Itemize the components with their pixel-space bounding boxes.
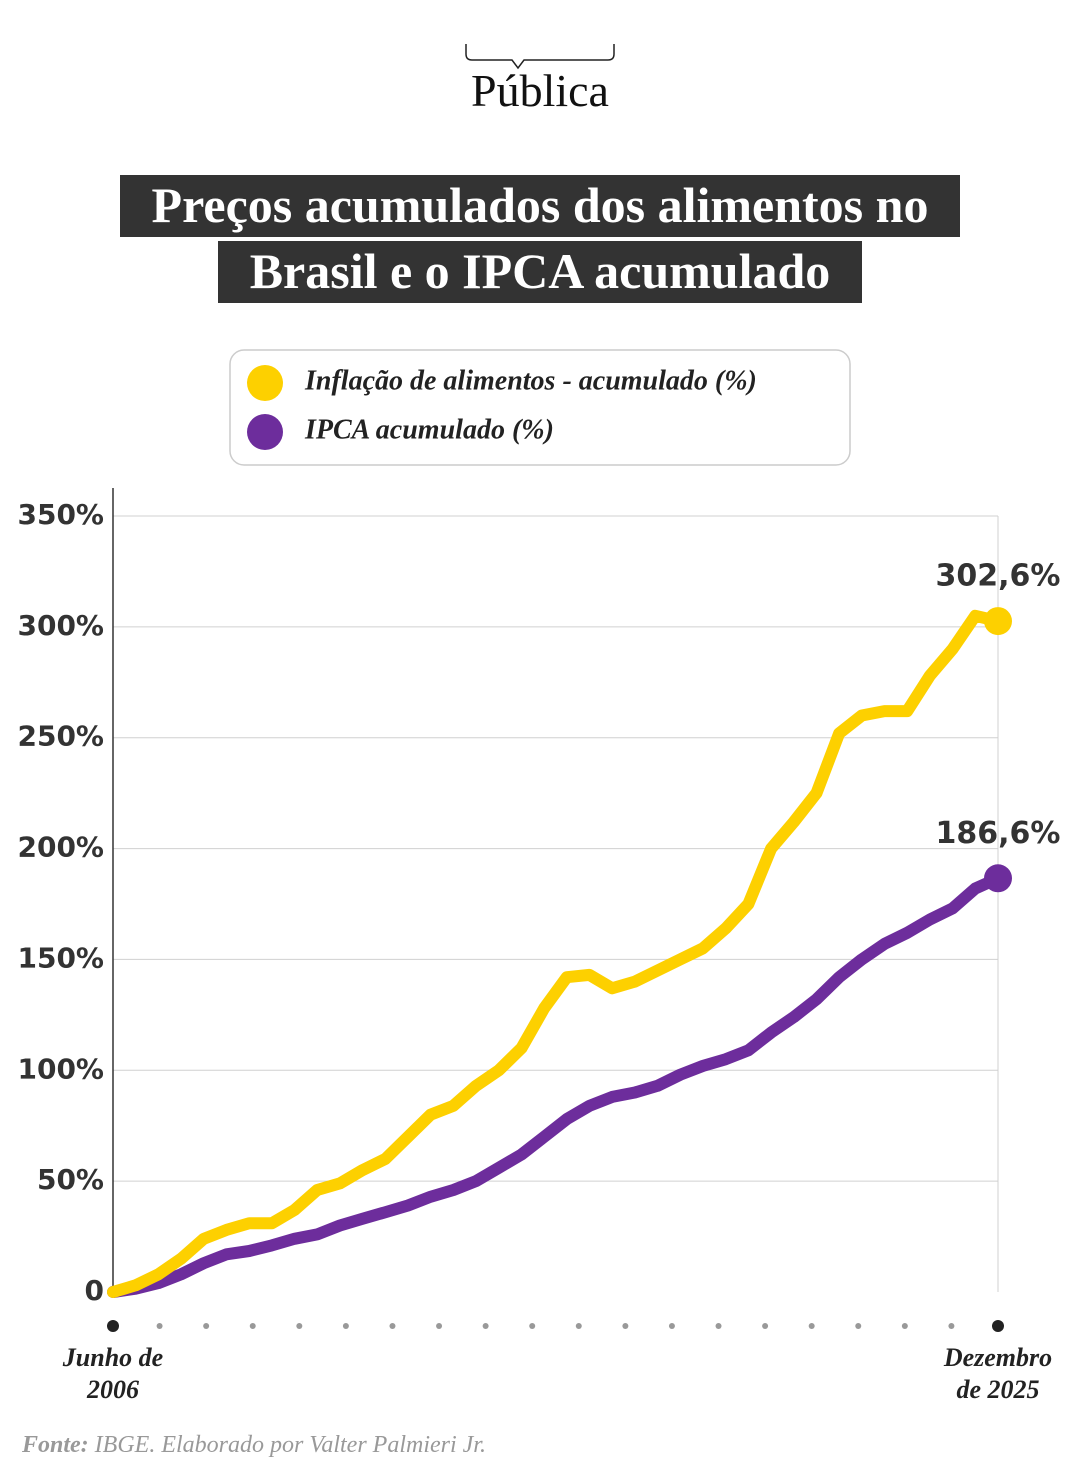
axis-dot bbox=[389, 1323, 396, 1329]
axis-dot bbox=[156, 1323, 163, 1329]
y-tick-label: 50% bbox=[37, 1163, 104, 1196]
title-box: Preços acumulados dos alimentos no Brasi… bbox=[90, 172, 990, 304]
legend-box bbox=[229, 349, 851, 466]
axis-dot bbox=[948, 1323, 955, 1329]
axis-dot bbox=[249, 1323, 256, 1329]
line bbox=[107, 872, 1004, 1298]
source-text: IBGE. Elaborado por Valter Palmieri Jr. bbox=[94, 1432, 486, 1458]
axis-dot bbox=[436, 1323, 443, 1329]
line bbox=[107, 609, 1004, 1298]
y-tick-label: 200% bbox=[17, 831, 104, 864]
axis-dot bbox=[575, 1323, 582, 1329]
axis-dot bbox=[901, 1323, 908, 1329]
axis-dot bbox=[808, 1323, 815, 1329]
x-tick-label: Dezembro de 2025 bbox=[943, 1343, 1053, 1404]
x-tick-label: Junho de 2006 bbox=[62, 1343, 164, 1404]
y-tick-label: 100% bbox=[17, 1052, 104, 1085]
logo-bracket bbox=[465, 44, 615, 70]
y-tick-label: 150% bbox=[17, 941, 104, 974]
axis-dot bbox=[529, 1323, 536, 1329]
y-tick-label: 0 bbox=[85, 1274, 104, 1307]
legend-label: Inflação de alimentos - acumulado (%) bbox=[304, 365, 757, 396]
value-label: 186,6% bbox=[936, 816, 1061, 851]
axis-dot bbox=[342, 1323, 349, 1329]
chart-title: Preços acumulados dos alimentos no Brasi… bbox=[119, 175, 961, 303]
y-tick-label: 300% bbox=[17, 609, 104, 642]
axis-dot bbox=[622, 1323, 629, 1329]
axis-dot bbox=[203, 1323, 210, 1329]
axis-dot bbox=[715, 1323, 722, 1329]
axis-dot bbox=[107, 1320, 119, 1332]
legend-marker bbox=[247, 365, 283, 401]
axis-dot bbox=[668, 1323, 675, 1329]
axis-dot bbox=[762, 1323, 769, 1329]
source: Fonte: IBGE. Elaborado por Valter Palmie… bbox=[21, 1432, 486, 1458]
brand: Pública bbox=[471, 65, 609, 116]
end-dot bbox=[984, 864, 1012, 893]
y-tick-label: 250% bbox=[17, 720, 104, 753]
legend-marker bbox=[247, 414, 283, 450]
source-label: Fonte: bbox=[21, 1432, 89, 1458]
end-dot bbox=[984, 607, 1012, 636]
axis-dot bbox=[992, 1320, 1004, 1332]
axis-dot bbox=[482, 1323, 489, 1329]
axis-dot bbox=[855, 1323, 862, 1329]
axis-dot bbox=[296, 1323, 303, 1329]
legend-label: IPCA acumulado (%) bbox=[304, 414, 554, 445]
y-tick-label: 350% bbox=[17, 498, 104, 531]
value-label: 302,6% bbox=[936, 559, 1061, 594]
